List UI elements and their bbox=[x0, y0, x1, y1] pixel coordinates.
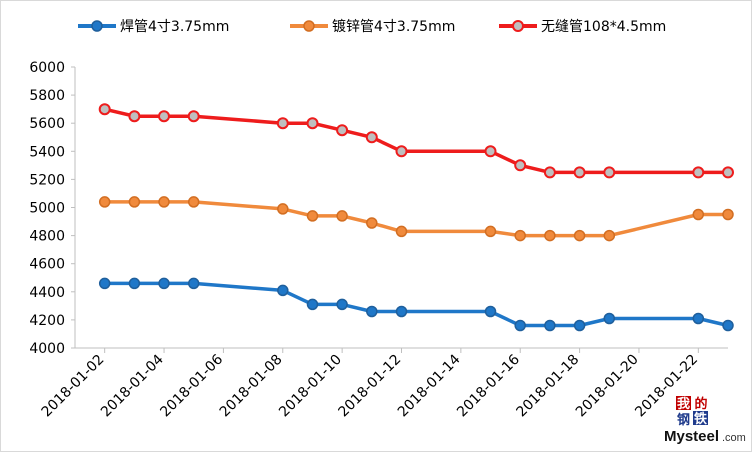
series-1-point bbox=[514, 319, 526, 332]
series-2-point bbox=[277, 203, 289, 215]
watermark-suffix: .com bbox=[722, 432, 746, 444]
series-3-point bbox=[276, 117, 289, 130]
series-2-point bbox=[484, 225, 497, 238]
series-3-point bbox=[573, 166, 586, 179]
series-2-point bbox=[603, 229, 616, 242]
legend-label-galvanized-pipe: 镀锌管4寸3.75mm bbox=[332, 18, 455, 35]
legend-marker-galvanized-pipe bbox=[303, 20, 315, 32]
series-1-point bbox=[187, 277, 200, 290]
series-2-point bbox=[366, 217, 378, 229]
series-3-point bbox=[158, 110, 170, 123]
series-2-point bbox=[395, 225, 408, 238]
legend-item-welded-pipe: 焊管4寸3.75mm bbox=[78, 19, 229, 35]
series-1-point bbox=[484, 305, 497, 318]
series-line-3 bbox=[102, 107, 730, 175]
y-tick-label: 4200 bbox=[29, 313, 65, 329]
series-1-point bbox=[98, 277, 111, 290]
y-tick-label: 4800 bbox=[29, 229, 65, 245]
series-3-point bbox=[514, 159, 527, 172]
series-1-point bbox=[128, 277, 141, 290]
watermark-char-3: 钢 bbox=[677, 412, 690, 427]
series-2-point bbox=[128, 196, 141, 208]
y-tick-label: 5000 bbox=[29, 201, 65, 217]
series-1-point bbox=[336, 298, 348, 311]
series-2-point bbox=[544, 229, 556, 242]
y-tick-label: 4400 bbox=[29, 285, 65, 301]
legend-marker-welded-pipe bbox=[91, 20, 103, 32]
series-2-point bbox=[336, 210, 348, 222]
series-2-point bbox=[692, 208, 705, 221]
series-2-point bbox=[722, 208, 734, 221]
series-2-point bbox=[573, 229, 586, 242]
series-1-point bbox=[306, 298, 319, 311]
series-2-point bbox=[187, 196, 200, 208]
watermark-char-1: 我 bbox=[677, 396, 690, 411]
legend-item-seamless-pipe: 无缝管108*4.5mm bbox=[499, 19, 666, 35]
watermark-char-2: 的 bbox=[694, 396, 707, 411]
series-3-point bbox=[98, 103, 111, 116]
series-3-point bbox=[306, 117, 319, 130]
series-2-point bbox=[514, 229, 526, 242]
series-3-point bbox=[128, 110, 141, 123]
y-tick-label: 4000 bbox=[29, 341, 65, 357]
y-tick-label: 6000 bbox=[29, 60, 65, 76]
y-tick-label: 4600 bbox=[29, 257, 65, 273]
series-1-point bbox=[692, 312, 705, 325]
mysteel-watermark: 我 的 钢 铁 Mysteel .com bbox=[664, 396, 746, 445]
y-tick-label: 5200 bbox=[29, 172, 65, 188]
plot-markers bbox=[98, 103, 734, 332]
series-1-point bbox=[395, 305, 408, 318]
y-tick-label: 5800 bbox=[29, 88, 65, 104]
legend-item-galvanized-pipe: 镀锌管4寸3.75mm bbox=[290, 18, 455, 35]
series-3-point bbox=[692, 166, 705, 179]
watermark-brand: Mysteel bbox=[664, 428, 719, 445]
watermark-logo-mark: 我 的 钢 铁 bbox=[676, 396, 708, 427]
series-1-point bbox=[158, 277, 170, 290]
series-3-point bbox=[395, 145, 408, 158]
series-3-point bbox=[187, 110, 200, 123]
series-1-point bbox=[366, 305, 378, 318]
legend-label-welded-pipe: 焊管4寸3.75mm bbox=[120, 19, 229, 35]
plot-lines bbox=[102, 107, 730, 328]
legend-marker-seamless-pipe bbox=[512, 20, 524, 32]
series-3-point bbox=[336, 124, 349, 137]
watermark-char-4: 铁 bbox=[693, 411, 707, 426]
series-2-point bbox=[306, 210, 319, 222]
series-3-point bbox=[484, 145, 497, 158]
series-2-point bbox=[158, 196, 170, 208]
series-1-point bbox=[573, 319, 586, 332]
series-3-point bbox=[603, 166, 616, 179]
series-3-point bbox=[365, 131, 378, 144]
y-tick-label: 5400 bbox=[29, 144, 65, 160]
y-axis: 4000 4200 4400 4600 4800 5000 5200 5400 5600 5800… bbox=[29, 60, 76, 357]
legend: 焊管4寸3.75mm 镀锌管4寸3.75mm 无缝管108*4.5mm bbox=[78, 18, 666, 35]
legend-label-seamless-pipe: 无缝管108*4.5mm bbox=[541, 19, 666, 35]
series-3-point bbox=[722, 166, 734, 179]
series-line-1 bbox=[102, 281, 730, 328]
series-3-point bbox=[543, 166, 556, 179]
series-1-point bbox=[722, 319, 734, 332]
series-line-2 bbox=[102, 200, 730, 238]
series-1-point bbox=[603, 312, 616, 325]
series-2-point bbox=[98, 196, 111, 208]
series-1-point bbox=[544, 319, 556, 332]
series-1-point bbox=[277, 284, 289, 297]
y-tick-label: 5600 bbox=[29, 116, 65, 132]
